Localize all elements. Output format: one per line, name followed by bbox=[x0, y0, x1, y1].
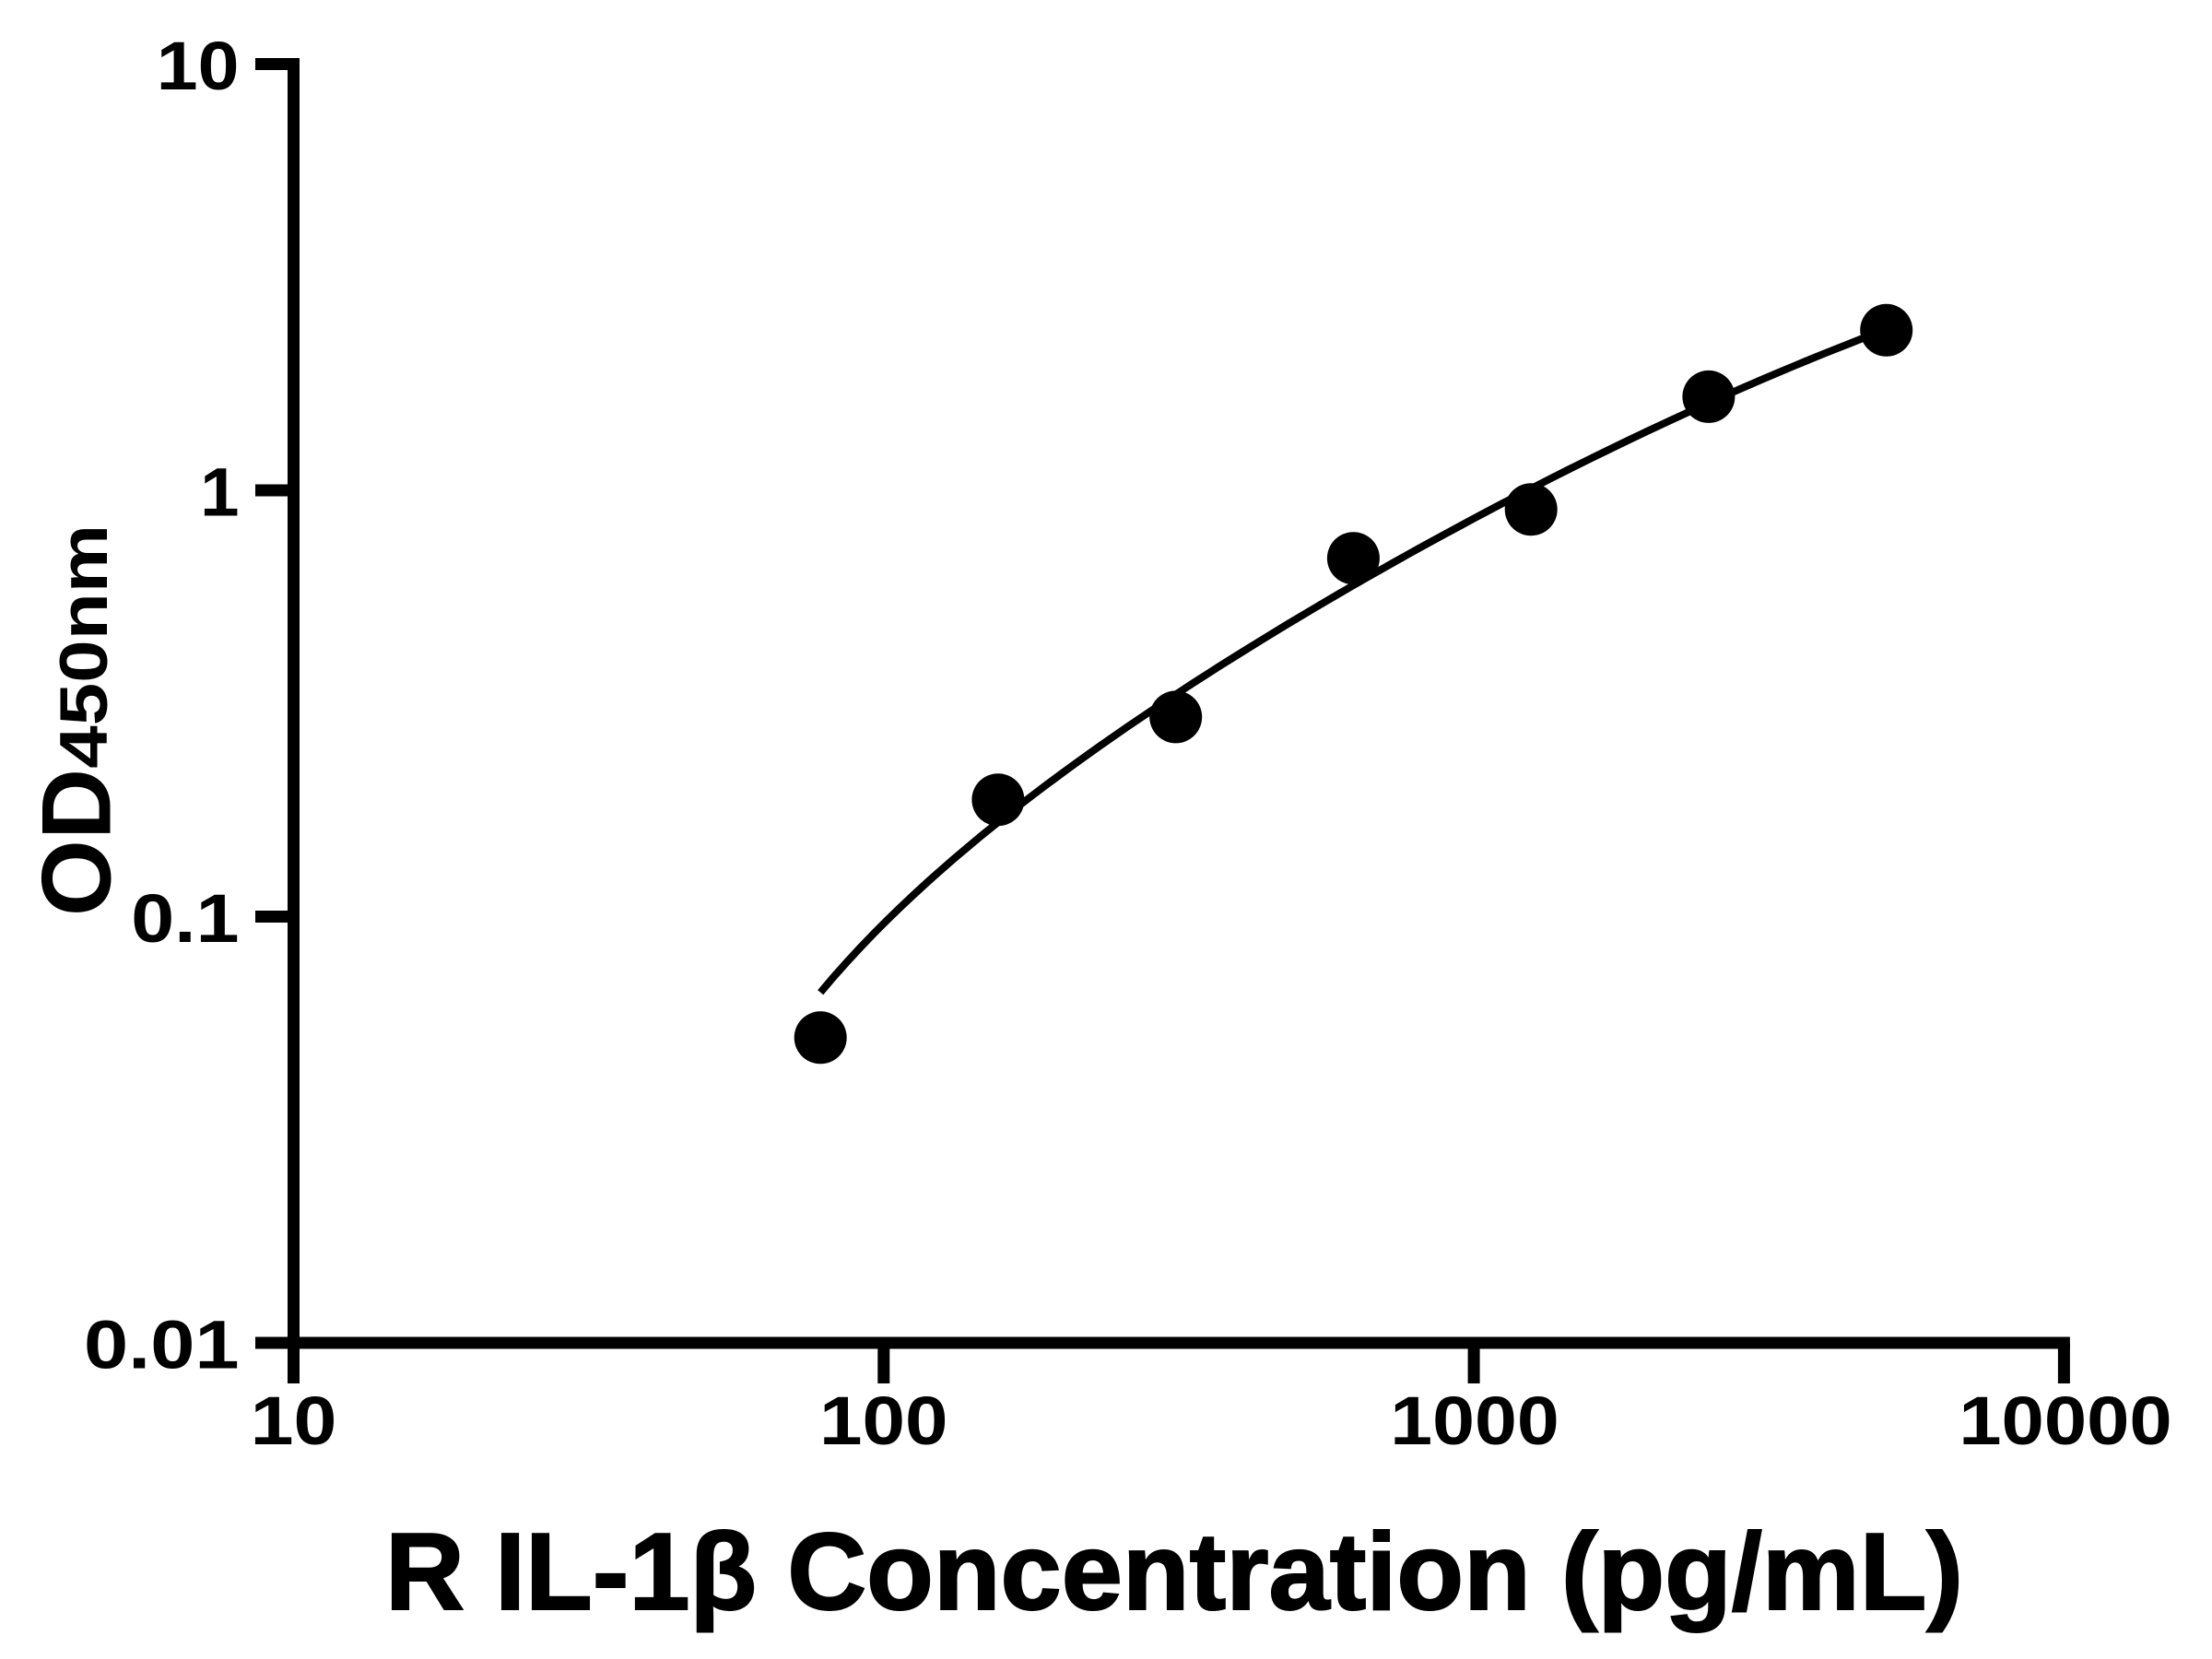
svg-text:1: 1 bbox=[200, 453, 239, 530]
svg-text:100: 100 bbox=[819, 1382, 947, 1458]
svg-text:OD: OD bbox=[21, 769, 132, 917]
svg-text:10000: 10000 bbox=[1959, 1382, 2171, 1459]
svg-text:10: 10 bbox=[157, 29, 240, 104]
svg-text:0.01: 0.01 bbox=[84, 1307, 239, 1383]
svg-text:R IL-1β Concentration (pg/mL): R IL-1β Concentration (pg/mL) bbox=[385, 1511, 1963, 1633]
svg-text:450nm: 450nm bbox=[46, 524, 122, 769]
svg-text:1000: 1000 bbox=[1390, 1382, 1559, 1459]
svg-text:10: 10 bbox=[251, 1382, 337, 1459]
svg-text:0.1: 0.1 bbox=[131, 880, 239, 957]
